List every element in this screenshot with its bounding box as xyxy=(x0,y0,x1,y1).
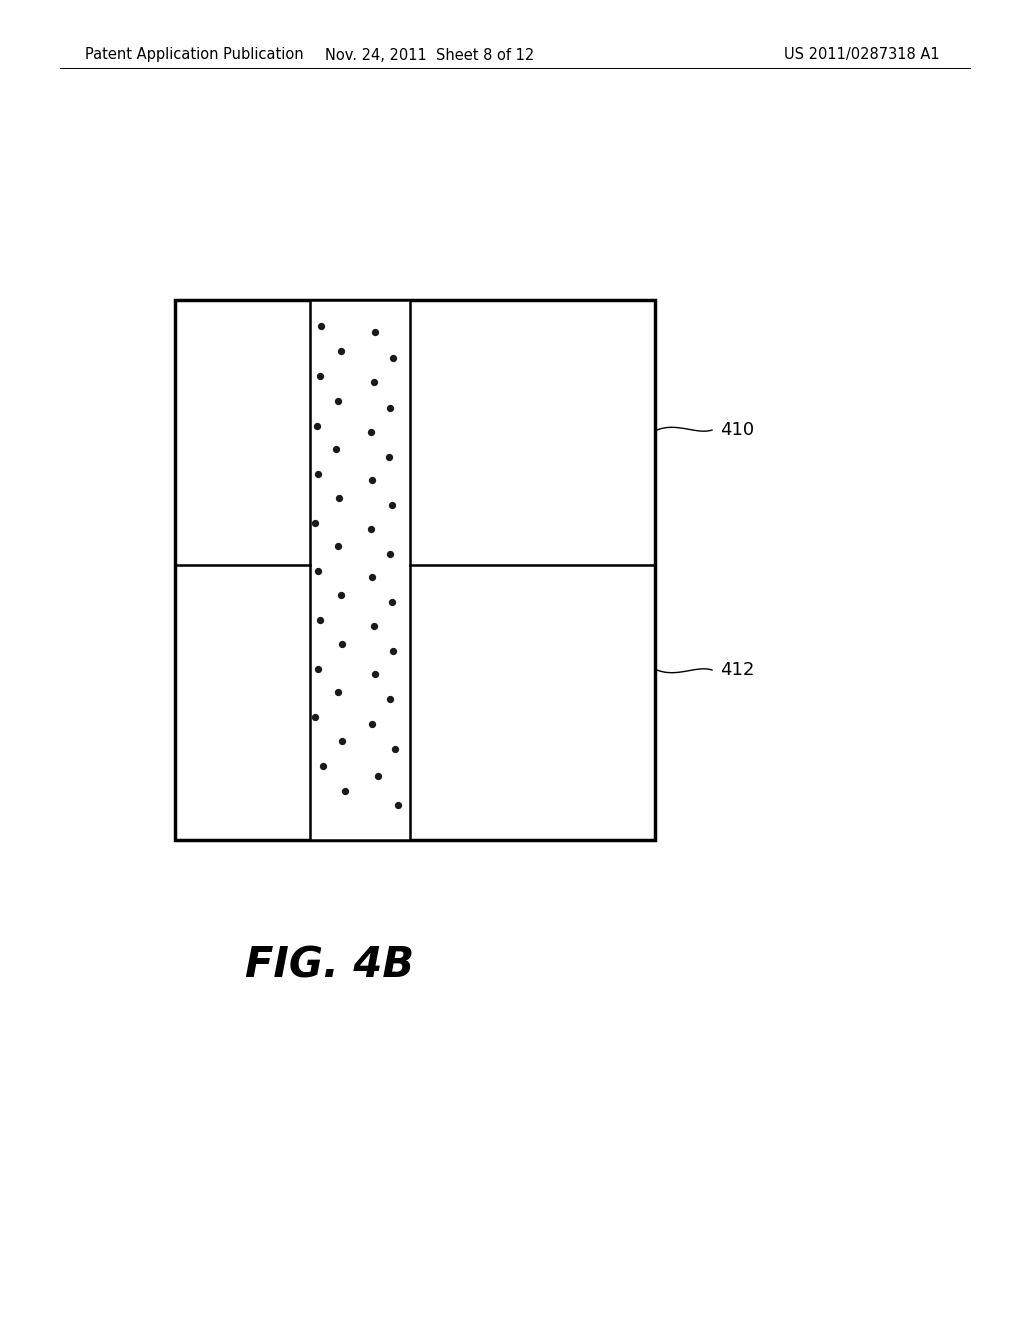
Point xyxy=(307,706,324,727)
Point xyxy=(367,664,383,685)
Point xyxy=(334,634,350,655)
Point xyxy=(330,536,346,557)
Point xyxy=(382,397,398,418)
Text: Nov. 24, 2011  Sheet 8 of 12: Nov. 24, 2011 Sheet 8 of 12 xyxy=(326,48,535,62)
Point xyxy=(380,446,396,467)
Point xyxy=(364,714,380,735)
Point xyxy=(364,470,380,491)
Point xyxy=(314,755,331,776)
Point xyxy=(385,347,401,368)
Point xyxy=(311,610,328,631)
Point xyxy=(386,739,402,760)
Point xyxy=(362,519,379,540)
Point xyxy=(330,681,346,702)
Point xyxy=(383,591,399,612)
Point xyxy=(364,566,380,587)
Point xyxy=(310,561,327,582)
Point xyxy=(308,416,325,437)
Text: Patent Application Publication: Patent Application Publication xyxy=(85,48,304,62)
Point xyxy=(370,766,386,787)
Point xyxy=(362,421,379,442)
Text: FIG. 4B: FIG. 4B xyxy=(246,944,415,986)
Bar xyxy=(175,300,655,840)
Point xyxy=(333,341,349,362)
Point xyxy=(366,615,382,636)
Point xyxy=(311,366,328,387)
Point xyxy=(382,544,398,565)
Point xyxy=(310,657,327,678)
Text: 410: 410 xyxy=(720,421,754,440)
Point xyxy=(334,730,350,751)
Point xyxy=(310,463,327,484)
Point xyxy=(333,585,349,606)
Point xyxy=(312,315,329,337)
Bar xyxy=(310,300,410,840)
Point xyxy=(328,438,344,459)
Point xyxy=(385,640,401,661)
Point xyxy=(366,371,382,392)
Point xyxy=(330,391,346,412)
Point xyxy=(331,487,347,508)
Point xyxy=(382,689,398,710)
Point xyxy=(367,321,383,342)
Text: 412: 412 xyxy=(720,661,755,678)
Point xyxy=(307,512,324,533)
Point xyxy=(389,795,406,816)
Point xyxy=(337,780,353,801)
Point xyxy=(383,495,399,516)
Text: US 2011/0287318 A1: US 2011/0287318 A1 xyxy=(784,48,940,62)
